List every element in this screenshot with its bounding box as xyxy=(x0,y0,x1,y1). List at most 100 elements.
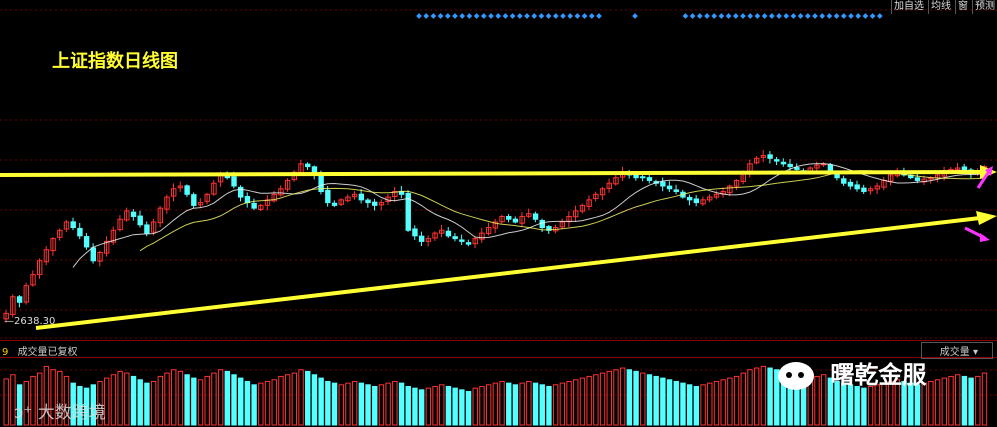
candle-body xyxy=(613,177,619,185)
candle-body xyxy=(412,228,418,237)
volume-bar xyxy=(948,375,954,426)
volume-bar xyxy=(144,382,150,426)
volume-bar xyxy=(224,370,231,426)
volume-bar xyxy=(425,387,432,426)
signal-diamond xyxy=(776,13,782,19)
toolbar-add-watchlist[interactable]: 加自选 xyxy=(891,0,926,14)
candle-body xyxy=(171,188,177,197)
volume-bar xyxy=(834,380,840,426)
candle-body xyxy=(599,188,606,196)
candle-body xyxy=(244,196,251,204)
candle-body xyxy=(646,177,653,181)
candle-body xyxy=(57,229,63,238)
candle-body xyxy=(499,215,505,223)
volume-bar xyxy=(97,380,103,426)
volume-bar xyxy=(291,372,298,426)
volume-bar xyxy=(479,385,485,426)
volume-bar xyxy=(157,375,164,426)
volume-bar xyxy=(231,374,237,426)
chart-grid xyxy=(0,9,997,339)
candle-body xyxy=(418,235,425,242)
signal-diamond xyxy=(552,13,559,19)
candle-body xyxy=(693,198,700,204)
volume-bar xyxy=(539,384,545,426)
volume-bar xyxy=(445,385,452,426)
volume-bar xyxy=(606,370,612,426)
candle-body xyxy=(211,182,217,195)
candle-body xyxy=(191,194,197,206)
volume-bar xyxy=(753,367,760,426)
candle-body xyxy=(914,177,921,181)
volume-bar xyxy=(693,385,700,426)
volume-bar xyxy=(305,370,311,426)
toolbar-forecast[interactable]: 预测 xyxy=(972,0,997,14)
signal-diamond xyxy=(718,13,725,19)
candle-body xyxy=(814,164,820,169)
candle-body xyxy=(372,201,378,206)
chart-toolbar: 加自选 均线 窗 预测 xyxy=(891,0,997,14)
volume-bar xyxy=(586,375,592,426)
candle-body xyxy=(847,181,854,187)
candle-body xyxy=(532,213,539,220)
signal-diamond xyxy=(516,13,523,19)
candle-body xyxy=(104,240,110,254)
signal-diamond xyxy=(754,13,761,19)
volume-bar xyxy=(760,365,767,426)
volume-bar xyxy=(150,380,157,426)
volume-bar xyxy=(566,380,572,426)
volume-bar xyxy=(512,384,519,426)
volume-bar xyxy=(251,384,257,426)
volume-bar xyxy=(117,370,123,426)
candle-body xyxy=(63,221,70,230)
volume-bar xyxy=(908,382,914,426)
volume-dropdown[interactable]: 成交量 ▾ xyxy=(920,342,993,359)
volume-bar xyxy=(472,387,478,426)
volume-bar xyxy=(10,374,16,426)
candle-body xyxy=(506,216,512,220)
volume-bar xyxy=(707,382,713,426)
candle-body xyxy=(305,163,311,168)
volume-label: 成交量已复权 xyxy=(17,347,78,358)
signal-diamond xyxy=(574,13,581,19)
signal-diamonds xyxy=(416,13,883,19)
volume-header: 9 成交量已复权 成交量 ▾ xyxy=(0,340,997,359)
candle-body xyxy=(492,221,499,229)
candle-body xyxy=(874,185,880,190)
signal-diamond xyxy=(502,13,509,19)
signal-diamond xyxy=(682,13,689,19)
candle-body xyxy=(258,204,264,210)
candle-body xyxy=(264,199,271,206)
signal-diamond xyxy=(524,13,530,19)
chevron-down-icon: ▾ xyxy=(972,347,978,358)
signal-diamond xyxy=(848,13,854,19)
toolbar-moving-average[interactable]: 均线 xyxy=(928,0,953,14)
volume-bar xyxy=(954,374,961,426)
candle-body xyxy=(593,193,599,200)
volume-bar xyxy=(727,377,733,426)
candle-body xyxy=(351,193,358,198)
volume-bar xyxy=(646,374,653,426)
volume-bar xyxy=(3,378,9,426)
candle-body xyxy=(753,157,760,164)
volume-bar xyxy=(881,382,887,426)
candle-body xyxy=(37,260,43,276)
volume-bar xyxy=(666,379,673,426)
candle-body xyxy=(90,247,97,262)
volume-bar xyxy=(546,385,552,426)
volume-bar xyxy=(385,382,391,426)
candle-body xyxy=(425,238,432,242)
volume-bar xyxy=(83,387,90,426)
toolbar-window[interactable]: 窗 xyxy=(955,0,970,14)
signal-diamond xyxy=(812,13,818,19)
volume-bar xyxy=(298,369,304,426)
signal-diamond xyxy=(581,13,588,19)
volume-bar xyxy=(211,372,217,426)
signal-diamond xyxy=(790,13,797,19)
candle-body xyxy=(733,179,740,187)
candle-body xyxy=(345,196,351,202)
volume-bar xyxy=(767,367,773,426)
candle-body xyxy=(378,202,385,206)
candle-body xyxy=(713,193,720,198)
volume-bar xyxy=(713,380,720,426)
signal-diamond xyxy=(761,13,768,19)
